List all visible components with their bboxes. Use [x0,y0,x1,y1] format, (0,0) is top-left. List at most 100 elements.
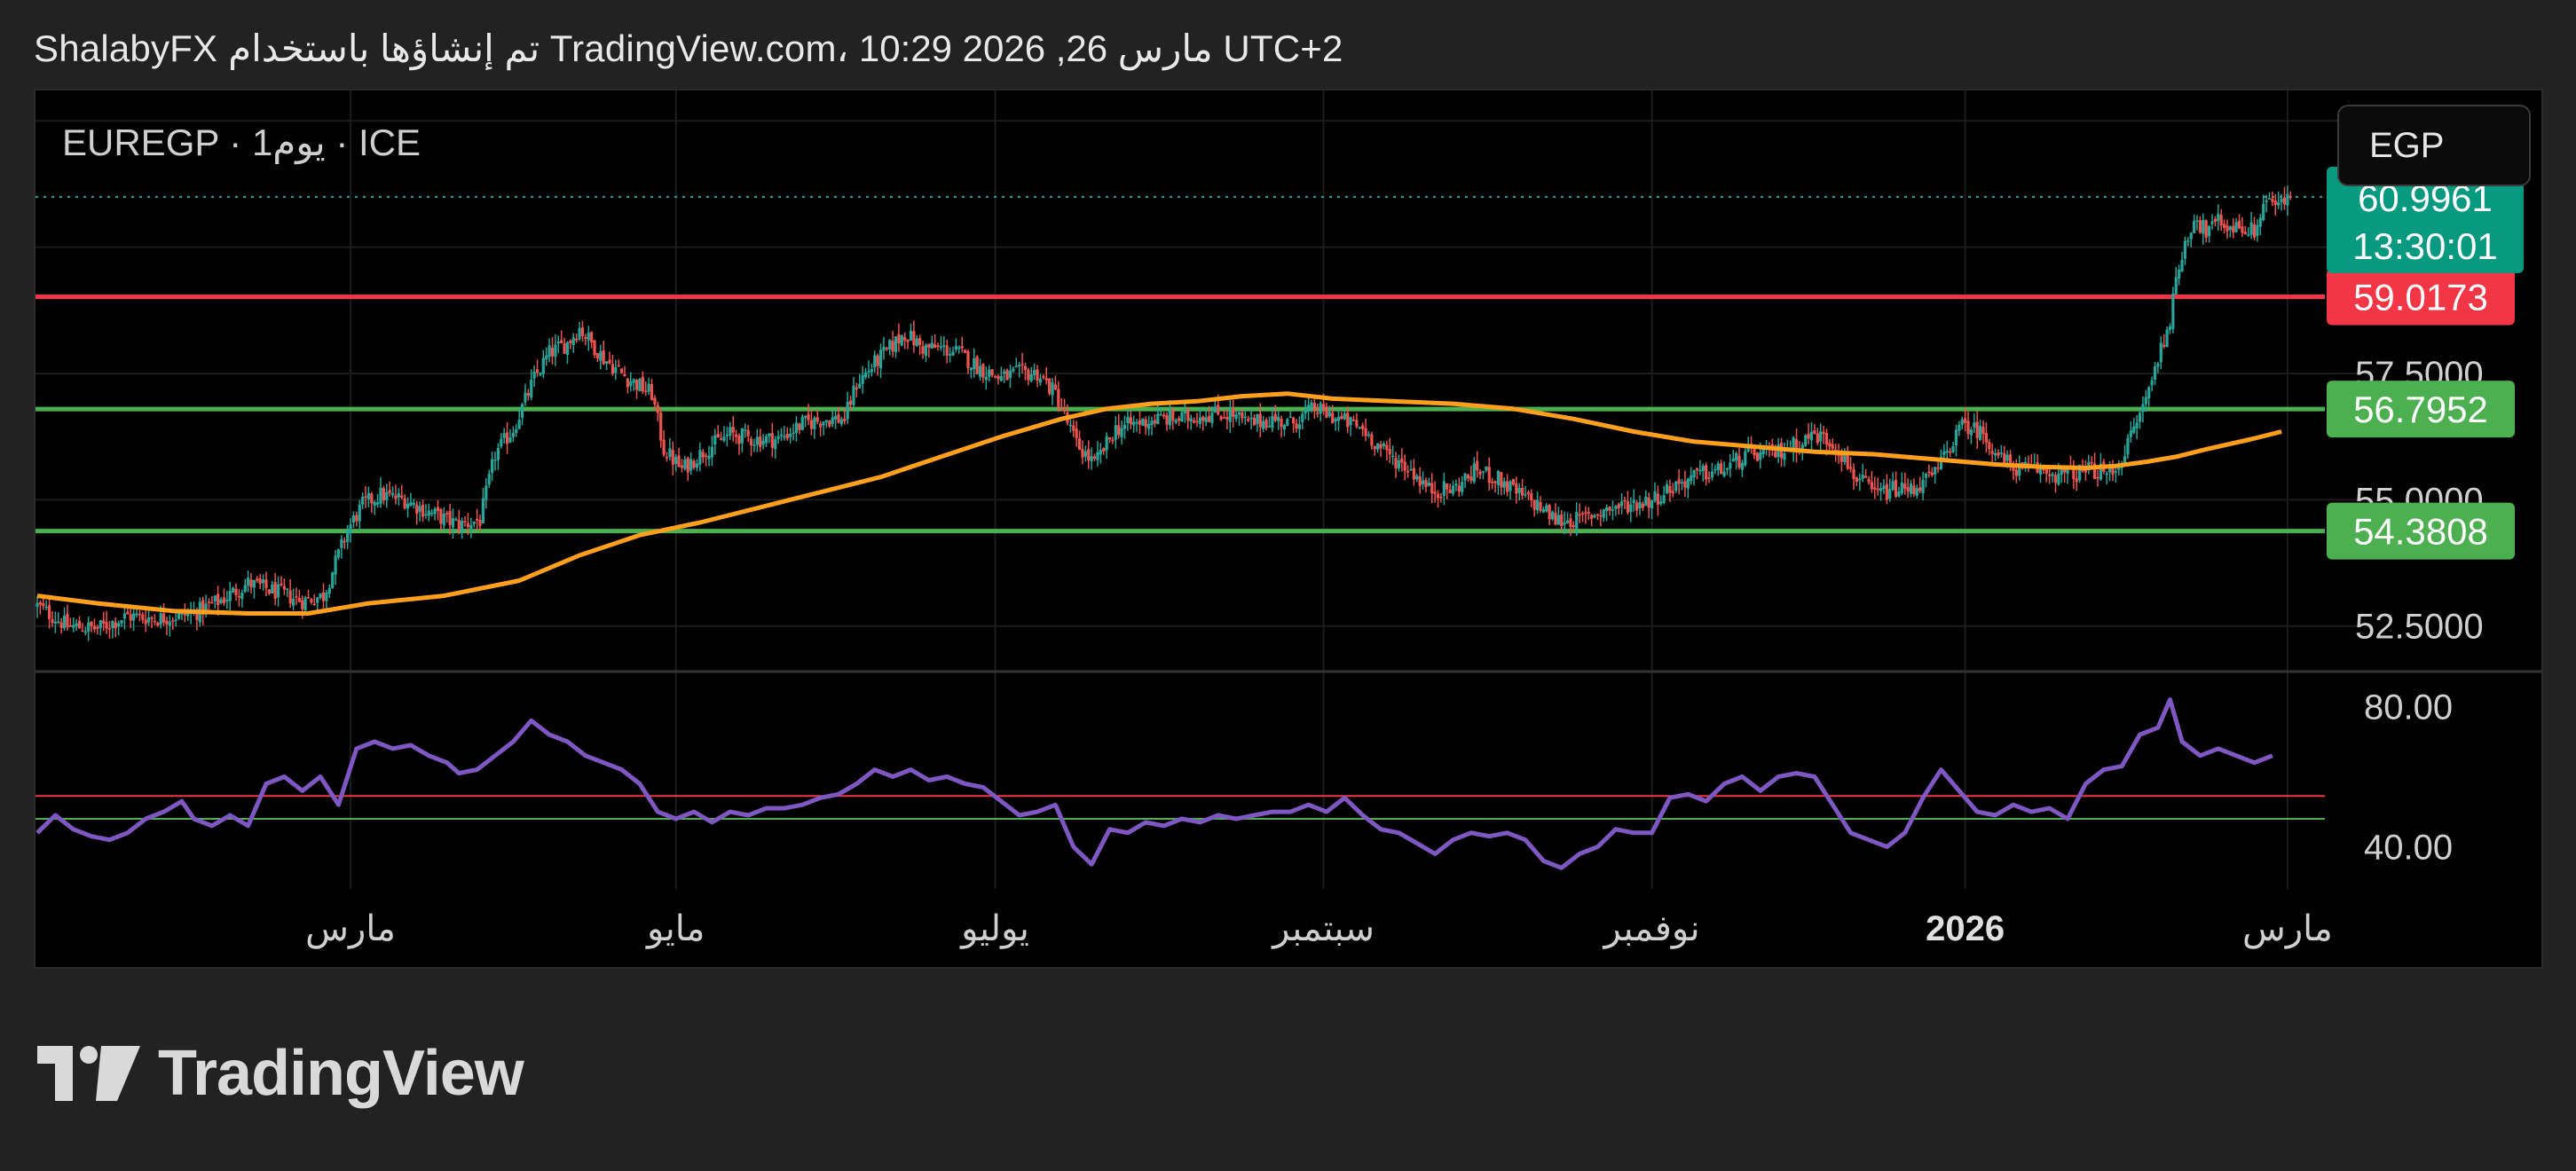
candle-body [1635,502,1639,511]
candle-body [1593,515,1596,518]
candle-body [1550,511,1555,520]
candle-body [1083,451,1087,457]
candle-body [1590,515,1594,519]
candle-body [2168,326,2172,330]
candle-body [403,498,406,509]
candle-body [554,344,557,358]
candle-body [418,506,421,512]
candle-body [846,401,849,420]
candle-body [1644,496,1648,507]
candle-body [1819,431,1823,442]
candle-body [1885,483,1888,500]
candle-body [671,450,674,465]
candle-body [1090,456,1093,462]
candle-body [1409,468,1413,471]
candle-body [2258,217,2262,227]
candle-body [2057,474,2060,485]
tradingview-logo-icon [37,1046,140,1101]
candle-body [867,371,870,373]
candle-body [900,335,903,346]
candle-body [798,423,801,430]
candle-body [361,496,365,505]
candle-body [1105,436,1108,451]
currency-button[interactable]: EGP [2337,105,2531,186]
candle-body [1129,417,1132,425]
candle-body [1539,502,1542,511]
candle-body [1355,420,1359,427]
candle-body [2053,475,2058,483]
candle-body [138,613,142,616]
candle-body [1532,499,1536,510]
candle-body [1870,482,1873,490]
candle-body [954,345,957,350]
candle-body [951,351,955,356]
candle-body [38,601,42,605]
candle-body [2126,437,2130,455]
candle-body [1677,479,1681,484]
candle-body [1981,427,1985,435]
candle-body [515,428,518,433]
candle-body [949,354,952,356]
candle-body [1427,482,1430,486]
candle-body [611,364,614,374]
candle-body [1382,443,1386,446]
candle-body [336,549,341,558]
candle-body [62,616,67,629]
candle-body [1132,421,1136,426]
candle-body [262,579,265,584]
candle-body [1225,416,1229,420]
candle-body [975,357,979,374]
candle-body [1575,511,1579,530]
candle-body [177,611,181,619]
candle-body [44,606,48,609]
candle-body [448,511,452,525]
candle-body [1264,420,1268,428]
candle-body [83,631,87,633]
candle-body [388,490,391,493]
candle-body [539,373,542,375]
candle-body [72,625,75,628]
candle-body [68,625,72,627]
candle-body [934,343,937,349]
candle-body [2237,220,2241,229]
symbol-legend[interactable]: EUREGP · 1يوم · ICE [62,122,421,163]
candle-body [1755,452,1759,461]
chart-canvas[interactable]: 62.500057.500055.000052.500080.0040.0059… [35,90,2543,969]
candle-body [358,504,361,522]
candle-body [1988,442,1991,450]
candle-body [1737,455,1741,468]
candle-body [571,337,575,345]
chart-frame[interactable]: 62.500057.500055.000052.500080.0040.0059… [34,89,2543,969]
support-upper-price-tag-bg [2327,381,2515,438]
candle-body [776,436,780,440]
candle-body [1569,518,1572,527]
candle-body [228,591,232,601]
candle-body [957,347,961,350]
candle-body [532,371,536,379]
candle-body [249,579,253,587]
candle-body [2060,467,2063,475]
candle-body [668,448,672,458]
candle-body [364,496,367,498]
candle-body [1690,475,1693,482]
candle-body [436,507,440,511]
candle-body [2228,226,2232,231]
candle-body [165,620,169,625]
candle-body [1487,467,1491,483]
candle-body [2232,225,2235,233]
candle-body [1909,483,1913,494]
candle-body [1617,504,1620,509]
candle-body [493,459,497,461]
tradingview-logo[interactable]: TradingView [37,1038,524,1109]
candle-body [831,417,834,424]
candle-body [1744,451,1747,466]
candle-body [1671,491,1674,494]
candle-body [2217,214,2220,221]
candle-body [623,373,626,377]
candle-body [463,521,467,523]
candle-body [2005,454,2009,461]
candle-body [545,355,548,360]
candle-body [1864,475,1868,478]
candle-body [906,339,910,342]
candle-body [2156,363,2160,367]
